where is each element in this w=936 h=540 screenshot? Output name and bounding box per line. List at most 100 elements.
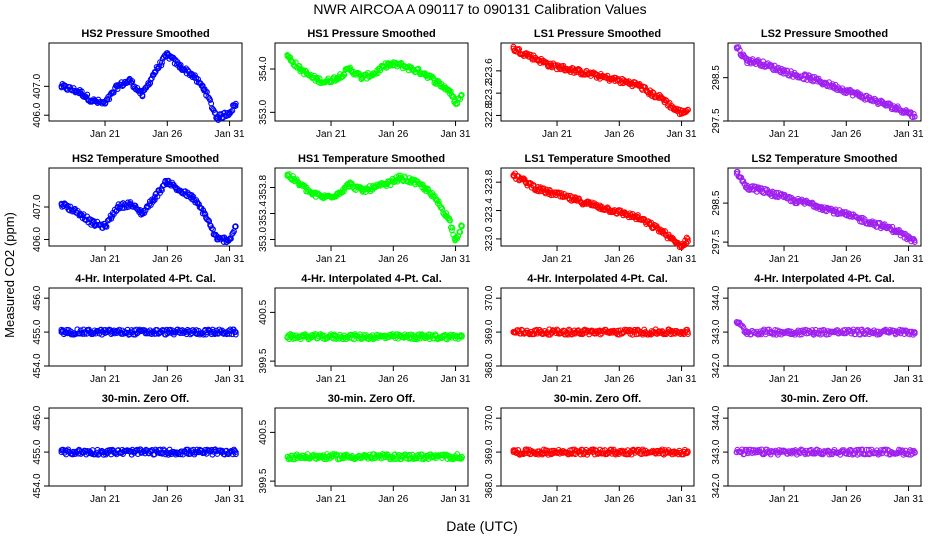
data-point bbox=[781, 68, 787, 75]
data-point bbox=[284, 453, 291, 460]
chart-panel: LS2 Temperature Smoothed Jan 21 Jan 26 Jan … bbox=[711, 153, 924, 265]
y-tick-label: 342.0 bbox=[711, 353, 722, 378]
data-point bbox=[232, 103, 239, 110]
data-point bbox=[768, 63, 775, 70]
data-point bbox=[823, 331, 830, 338]
x-tick-label: Jan 21 bbox=[542, 129, 572, 140]
plot-frame bbox=[727, 42, 922, 122]
x-tick-label: Jan 21 bbox=[769, 374, 799, 385]
chart-panel: 4-Hr. Interpolated 4-Pt. Cal. Jan 21 Jan 2… bbox=[711, 273, 924, 385]
data-point bbox=[678, 243, 685, 249]
x-tick-label: Jan 31 bbox=[667, 494, 697, 505]
x-tick-label: Jan 21 bbox=[769, 494, 799, 505]
data-point bbox=[876, 450, 883, 457]
x-tick-label: Jan 26 bbox=[604, 254, 634, 265]
data-point bbox=[102, 100, 108, 107]
data-point bbox=[290, 173, 296, 180]
data-point bbox=[89, 220, 96, 227]
data-point bbox=[911, 239, 918, 246]
y-tick-label: 454.0 bbox=[32, 353, 43, 378]
data-point bbox=[102, 223, 108, 230]
x-tick-label: Jan 26 bbox=[378, 254, 408, 265]
data-point bbox=[151, 194, 158, 201]
data-point bbox=[433, 197, 440, 204]
data-point bbox=[684, 235, 691, 242]
data-point bbox=[371, 184, 378, 191]
data-point bbox=[300, 67, 307, 74]
y-tick-label: 454.0 bbox=[32, 473, 43, 498]
data-point bbox=[756, 59, 763, 66]
data-point bbox=[880, 100, 887, 107]
panel-grid: HS2 Pressure Smoothed Jan 21 Jan 26 Jan 31 4… bbox=[32, 28, 924, 505]
data-point bbox=[805, 74, 812, 81]
x-tick-label: Jan 21 bbox=[769, 129, 799, 140]
y-axis-label: Measured CO2 (ppm) bbox=[2, 212, 17, 338]
y-tick-label: 353.4 bbox=[258, 201, 269, 226]
y-tick-label: 322.8 bbox=[484, 102, 495, 127]
data-point bbox=[893, 105, 900, 111]
data-point bbox=[134, 84, 141, 91]
data-point bbox=[443, 210, 450, 217]
data-point bbox=[684, 449, 691, 456]
x-tick-label: Jan 31 bbox=[215, 254, 245, 265]
data-point bbox=[177, 62, 184, 68]
data-point bbox=[647, 90, 654, 97]
data-point bbox=[77, 89, 84, 96]
data-point bbox=[421, 184, 428, 191]
y-tick-label: 323.2 bbox=[484, 80, 495, 105]
data-point bbox=[409, 178, 415, 184]
chart-panel: LS1 Pressure Smoothed Jan 21 Jan 26 Jan 31 3… bbox=[484, 28, 697, 140]
data-point bbox=[579, 331, 586, 338]
data-point bbox=[226, 109, 233, 116]
data-point bbox=[830, 83, 837, 90]
panel-title: 30-min. Zero Off. bbox=[554, 393, 641, 405]
data-point bbox=[540, 185, 547, 192]
y-tick-label: 400.5 bbox=[258, 419, 269, 444]
y-tick-label: 353.8 bbox=[258, 175, 269, 200]
data-point bbox=[292, 59, 299, 66]
y-tick-label: 406.0 bbox=[32, 102, 43, 127]
panel-title: 30-min. Zero Off. bbox=[781, 393, 868, 405]
panel-title: HS2 Pressure Smoothed bbox=[81, 28, 209, 40]
panel-title: HS1 Temperature Smoothed bbox=[298, 153, 445, 165]
data-point bbox=[672, 239, 679, 246]
panel-title: 4-Hr. Interpolated 4-Pt. Cal. bbox=[754, 273, 895, 285]
data-point bbox=[733, 449, 740, 456]
x-tick-label: Jan 26 bbox=[604, 374, 634, 385]
panel-title: 30-min. Zero Off. bbox=[328, 393, 415, 405]
data-point bbox=[647, 221, 654, 228]
y-tick-label: 343.0 bbox=[711, 319, 722, 344]
data-point bbox=[868, 96, 875, 103]
panel-title: 4-Hr. Interpolated 4-Pt. Cal. bbox=[527, 273, 668, 285]
data-point bbox=[147, 80, 154, 87]
data-point bbox=[201, 210, 208, 217]
data-point bbox=[793, 72, 800, 79]
x-tick-label: Jan 21 bbox=[542, 254, 572, 265]
data-point bbox=[683, 234, 690, 241]
y-tick-label: 406.0 bbox=[32, 227, 43, 252]
y-tick-label: 369.0 bbox=[484, 319, 495, 344]
data-point bbox=[361, 332, 368, 339]
data-point bbox=[284, 333, 291, 340]
panel-title: 4-Hr. Interpolated 4-Pt. Cal. bbox=[75, 273, 216, 285]
data-point bbox=[214, 236, 221, 243]
x-tick-label: Jan 31 bbox=[441, 129, 471, 140]
data-point bbox=[206, 218, 213, 225]
data-point bbox=[58, 329, 65, 336]
data-point bbox=[334, 74, 341, 81]
plot-frame bbox=[500, 42, 695, 122]
x-tick-label: Jan 31 bbox=[894, 129, 924, 140]
data-point bbox=[768, 190, 775, 197]
data-point bbox=[818, 79, 825, 85]
data-point bbox=[571, 327, 578, 334]
plot-frame bbox=[48, 42, 243, 122]
y-tick-label: 455.0 bbox=[32, 319, 43, 344]
plot-frame bbox=[274, 407, 469, 487]
x-tick-label: Jan 21 bbox=[769, 254, 799, 265]
y-tick-label: 298.5 bbox=[711, 65, 722, 90]
data-point bbox=[743, 329, 750, 336]
y-tick-label: 323.4 bbox=[484, 198, 495, 223]
data-point bbox=[622, 211, 629, 218]
data-point bbox=[629, 331, 636, 338]
panel-title: 30-min. Zero Off. bbox=[102, 393, 189, 405]
